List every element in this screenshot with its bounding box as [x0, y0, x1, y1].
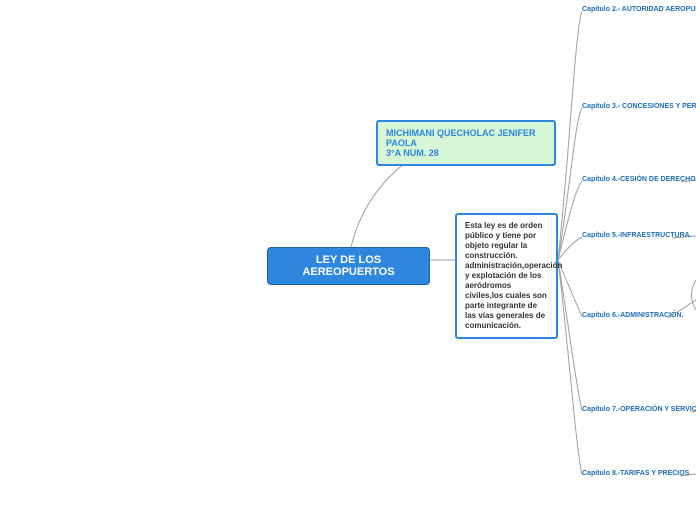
chapter-node-7[interactable]: Capítulo 7.-OPERACIÓN Y SERVICIOS.	[582, 406, 696, 413]
description-text: Esta ley es de orden público y tiene por…	[465, 221, 562, 330]
chapter-label: Capítulo 3.- CONCESIONES Y PERMISOS	[582, 103, 696, 110]
chapter-node-2[interactable]: Capítulo 2.- AUTORIDAD AEROPUETARIA	[582, 6, 696, 13]
root-label: LEY DE LOS AEREOPUERTOS	[302, 254, 394, 278]
chapter-label: Capítulo 6.-ADMINISTRACIÓN.	[582, 312, 684, 319]
author-line1: MICHIMANI QUECHOLAC JENIFER PAOLA	[386, 128, 536, 148]
author-line2: 3°A NUM. 28	[386, 148, 439, 158]
chapter-label: Capítulo 2.- AUTORIDAD AEROPUETARIA	[582, 6, 696, 13]
description-node[interactable]: Esta ley es de orden público y tiene por…	[455, 213, 558, 339]
author-node[interactable]: MICHIMANI QUECHOLAC JENIFER PAOLA 3°A NU…	[376, 120, 556, 166]
chapter-label: Capítulo 5.-INFRAESTRUCTURA.	[582, 232, 692, 239]
chapter-node-6[interactable]: Capítulo 6.-ADMINISTRACIÓN.	[582, 312, 684, 319]
root-node[interactable]: LEY DE LOS AEREOPUERTOS	[267, 247, 430, 285]
chapter-node-8[interactable]: Capítulo 8.-TARIFAS Y PRECIOS	[582, 470, 689, 477]
chapter-label: Capítulo 4.-CESIÓN DE DERECHOS	[582, 176, 696, 183]
chapter-label: Capítulo 7.-OPERACIÓN Y SERVICIOS.	[582, 406, 696, 413]
chapter-label: Capítulo 8.-TARIFAS Y PRECIOS	[582, 470, 689, 477]
chapter-node-3[interactable]: Capítulo 3.- CONCESIONES Y PERMISOS	[582, 103, 696, 110]
chapter-node-4[interactable]: Capítulo 4.-CESIÓN DE DERECHOS	[582, 176, 696, 183]
chapter-node-5[interactable]: Capítulo 5.-INFRAESTRUCTURA.	[582, 232, 692, 239]
